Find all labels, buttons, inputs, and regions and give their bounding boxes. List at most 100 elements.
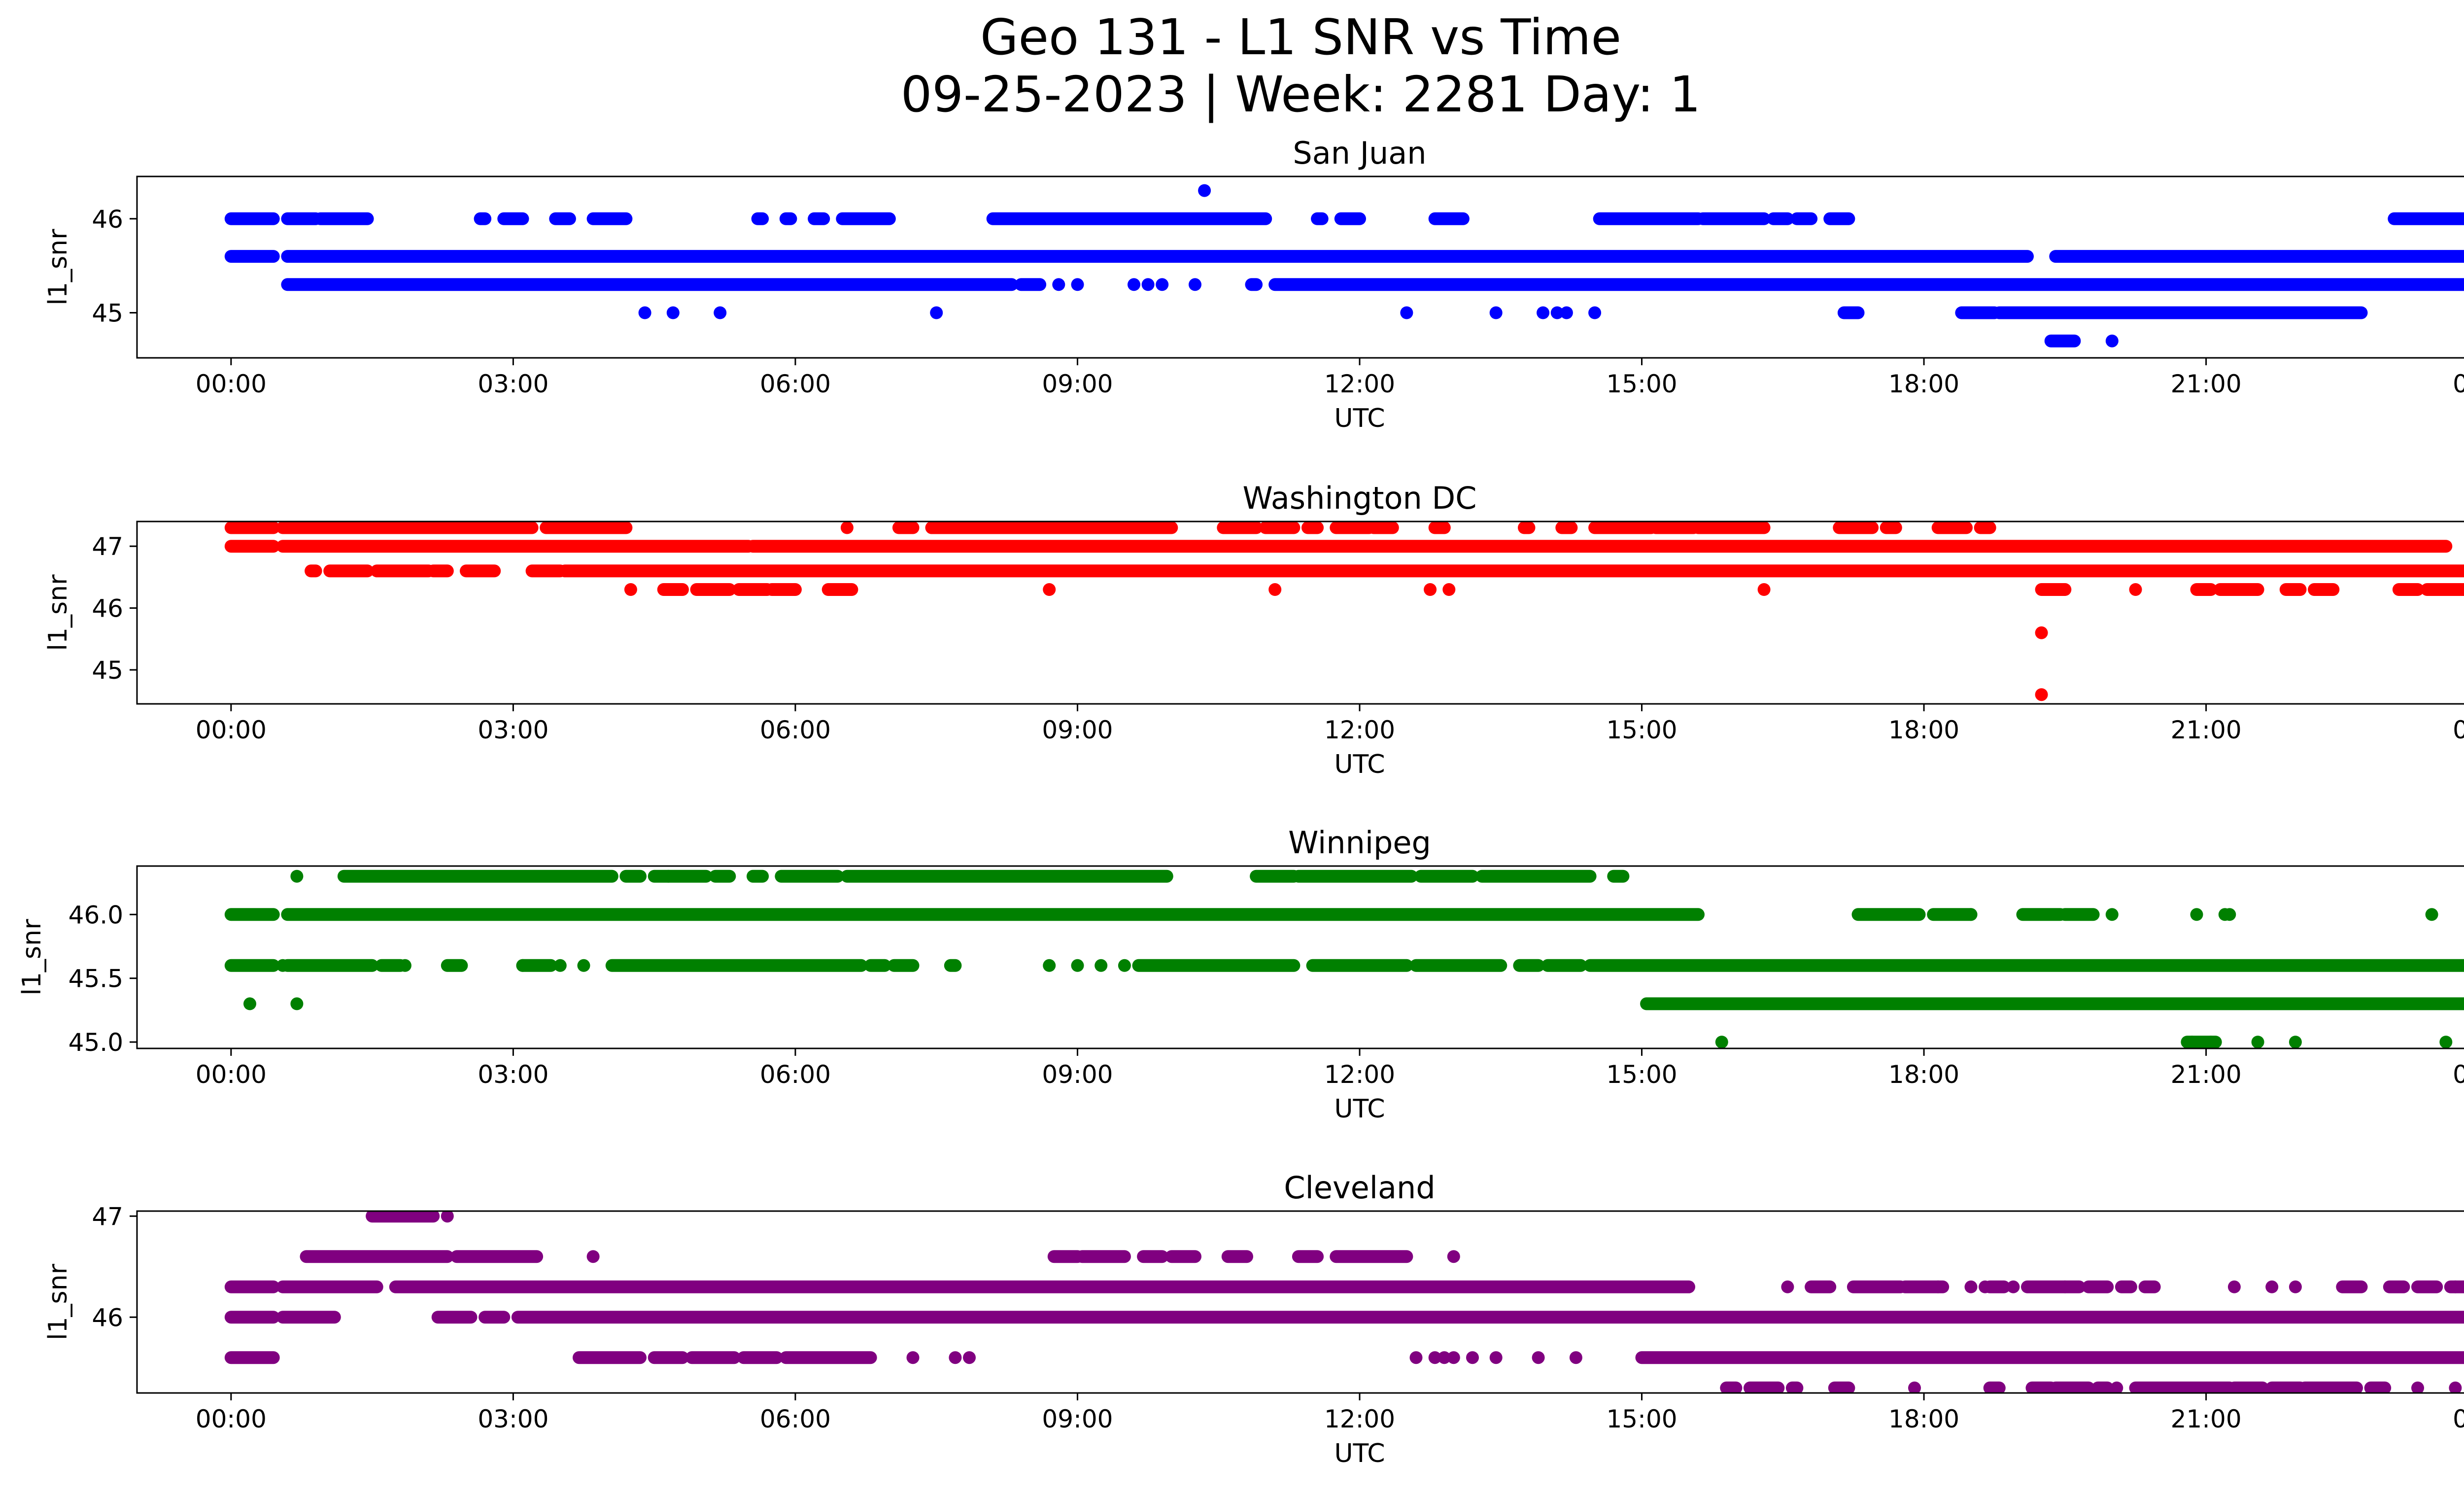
data-point [840,522,854,534]
data-point [1268,583,1282,596]
y-tick-label: 45.5 [68,965,123,993]
y-tick-label: 45 [92,656,123,685]
data-points [224,1211,2464,1393]
x-tick-label: 00:00 [2453,370,2464,398]
data-point [398,959,411,972]
data-point [2129,583,2142,596]
y-axis-label: l1_snr [17,919,47,996]
subplot-3: 00:00 03:00 06:00 09:00 12:00 15:00 18:00 21:00… [17,825,2464,1124]
data-point [2227,1280,2241,1293]
data-point [1198,184,1211,197]
x-tick-label: 06:00 [760,370,831,398]
data-point [1071,278,1084,291]
y-tick-label: 47 [92,1202,123,1231]
subplot-4: 00:00 03:00 06:00 09:00 12:00 15:00 18:00 21:00… [43,1170,2464,1468]
data-point [441,1211,454,1223]
figure-title-line1: Geo 131 - L1 SNR vs Time [980,8,1621,66]
data-point [949,1351,962,1364]
data-point [1908,1381,1921,1393]
x-tick-label: 12:00 [1324,1060,1395,1089]
data-point [1588,306,1602,319]
x-tick-label: 21:00 [2171,1060,2242,1089]
x-tick-label: 15:00 [1606,716,1677,744]
y-axis-label: l1_snr [43,1263,73,1340]
data-point [1428,1351,1441,1364]
data-point [963,1351,976,1364]
data-point [1141,278,1155,291]
x-tick-label: 09:00 [1042,716,1113,744]
data-point [662,869,675,883]
x-tick-label: 00:00 [196,1060,267,1089]
data-point [1964,1280,1978,1293]
data-point [624,583,637,596]
data-point [1447,1250,1460,1263]
x-tick-label: 18:00 [1888,716,1959,744]
data-point [1043,583,1056,596]
data-point [1489,1351,1503,1364]
y-tick-label: 45.0 [68,1028,123,1057]
data-point [1757,583,1771,596]
x-tick-label: 00:00 [196,716,267,744]
data-point [638,306,651,319]
x-axis-label: UTC [1334,1094,1385,1124]
data-point [2204,1036,2218,1048]
data-point [1095,959,1108,972]
data-points [224,869,2464,1048]
subplot-title: Washington DC [1242,480,1476,516]
data-point [1560,306,1573,319]
data-point [553,959,567,972]
data-point [1931,1280,1945,1293]
data-point [2251,1036,2264,1048]
data-point [2007,1280,2020,1293]
data-point [586,1250,600,1263]
x-tick-label: 21:00 [2171,1405,2242,1433]
subplot-title: Cleveland [1284,1170,1435,1206]
y-tick-label: 46 [92,594,123,623]
x-tick-label: 09:00 [1042,1405,1113,1433]
x-tick-label: 12:00 [1324,716,1395,744]
y-tick-label: 47 [92,532,123,561]
data-point [1979,1280,1992,1293]
data-point [666,306,680,319]
data-point [1964,908,1978,921]
data-point [906,1351,920,1364]
axes-frame [136,865,2464,1049]
data-points [224,184,2464,348]
data-point [2265,1280,2279,1293]
data-point [930,306,943,319]
x-axis-label: UTC [1334,1439,1385,1468]
data-point [1447,1351,1460,1364]
x-tick-label: 00:00 [2453,716,2464,744]
x-tick-label: 06:00 [760,716,831,744]
data-point [1424,583,1437,596]
x-tick-label: 21:00 [2171,370,2242,398]
x-tick-label: 06:00 [760,1060,831,1089]
data-point [2449,1381,2462,1393]
data-point [1400,306,1413,319]
data-point [516,959,529,972]
data-point [2035,688,2048,701]
data-point [1043,959,1056,972]
data-point [1550,306,1564,319]
x-tick-label: 15:00 [1606,370,1677,398]
x-tick-label: 03:00 [478,1060,548,1089]
x-tick-label: 03:00 [478,370,548,398]
data-point [290,869,304,883]
data-point [1489,306,1503,319]
x-tick-label: 12:00 [1324,1405,1395,1433]
data-point [577,959,590,972]
data-point [1409,1351,1423,1364]
subplot-title: San Juan [1293,135,1426,171]
x-tick-label: 03:00 [478,1405,548,1433]
x-tick-label: 18:00 [1888,1405,1959,1433]
y-tick-label: 46.0 [68,901,123,929]
data-point [1569,1351,1582,1364]
data-point [1781,1280,1794,1293]
data-point [1537,306,1550,319]
data-point [2186,1036,2198,1048]
data-point [2439,1036,2453,1048]
data-point [243,997,256,1010]
data-point [2411,1381,2424,1393]
y-tick-label: 46 [92,205,123,234]
